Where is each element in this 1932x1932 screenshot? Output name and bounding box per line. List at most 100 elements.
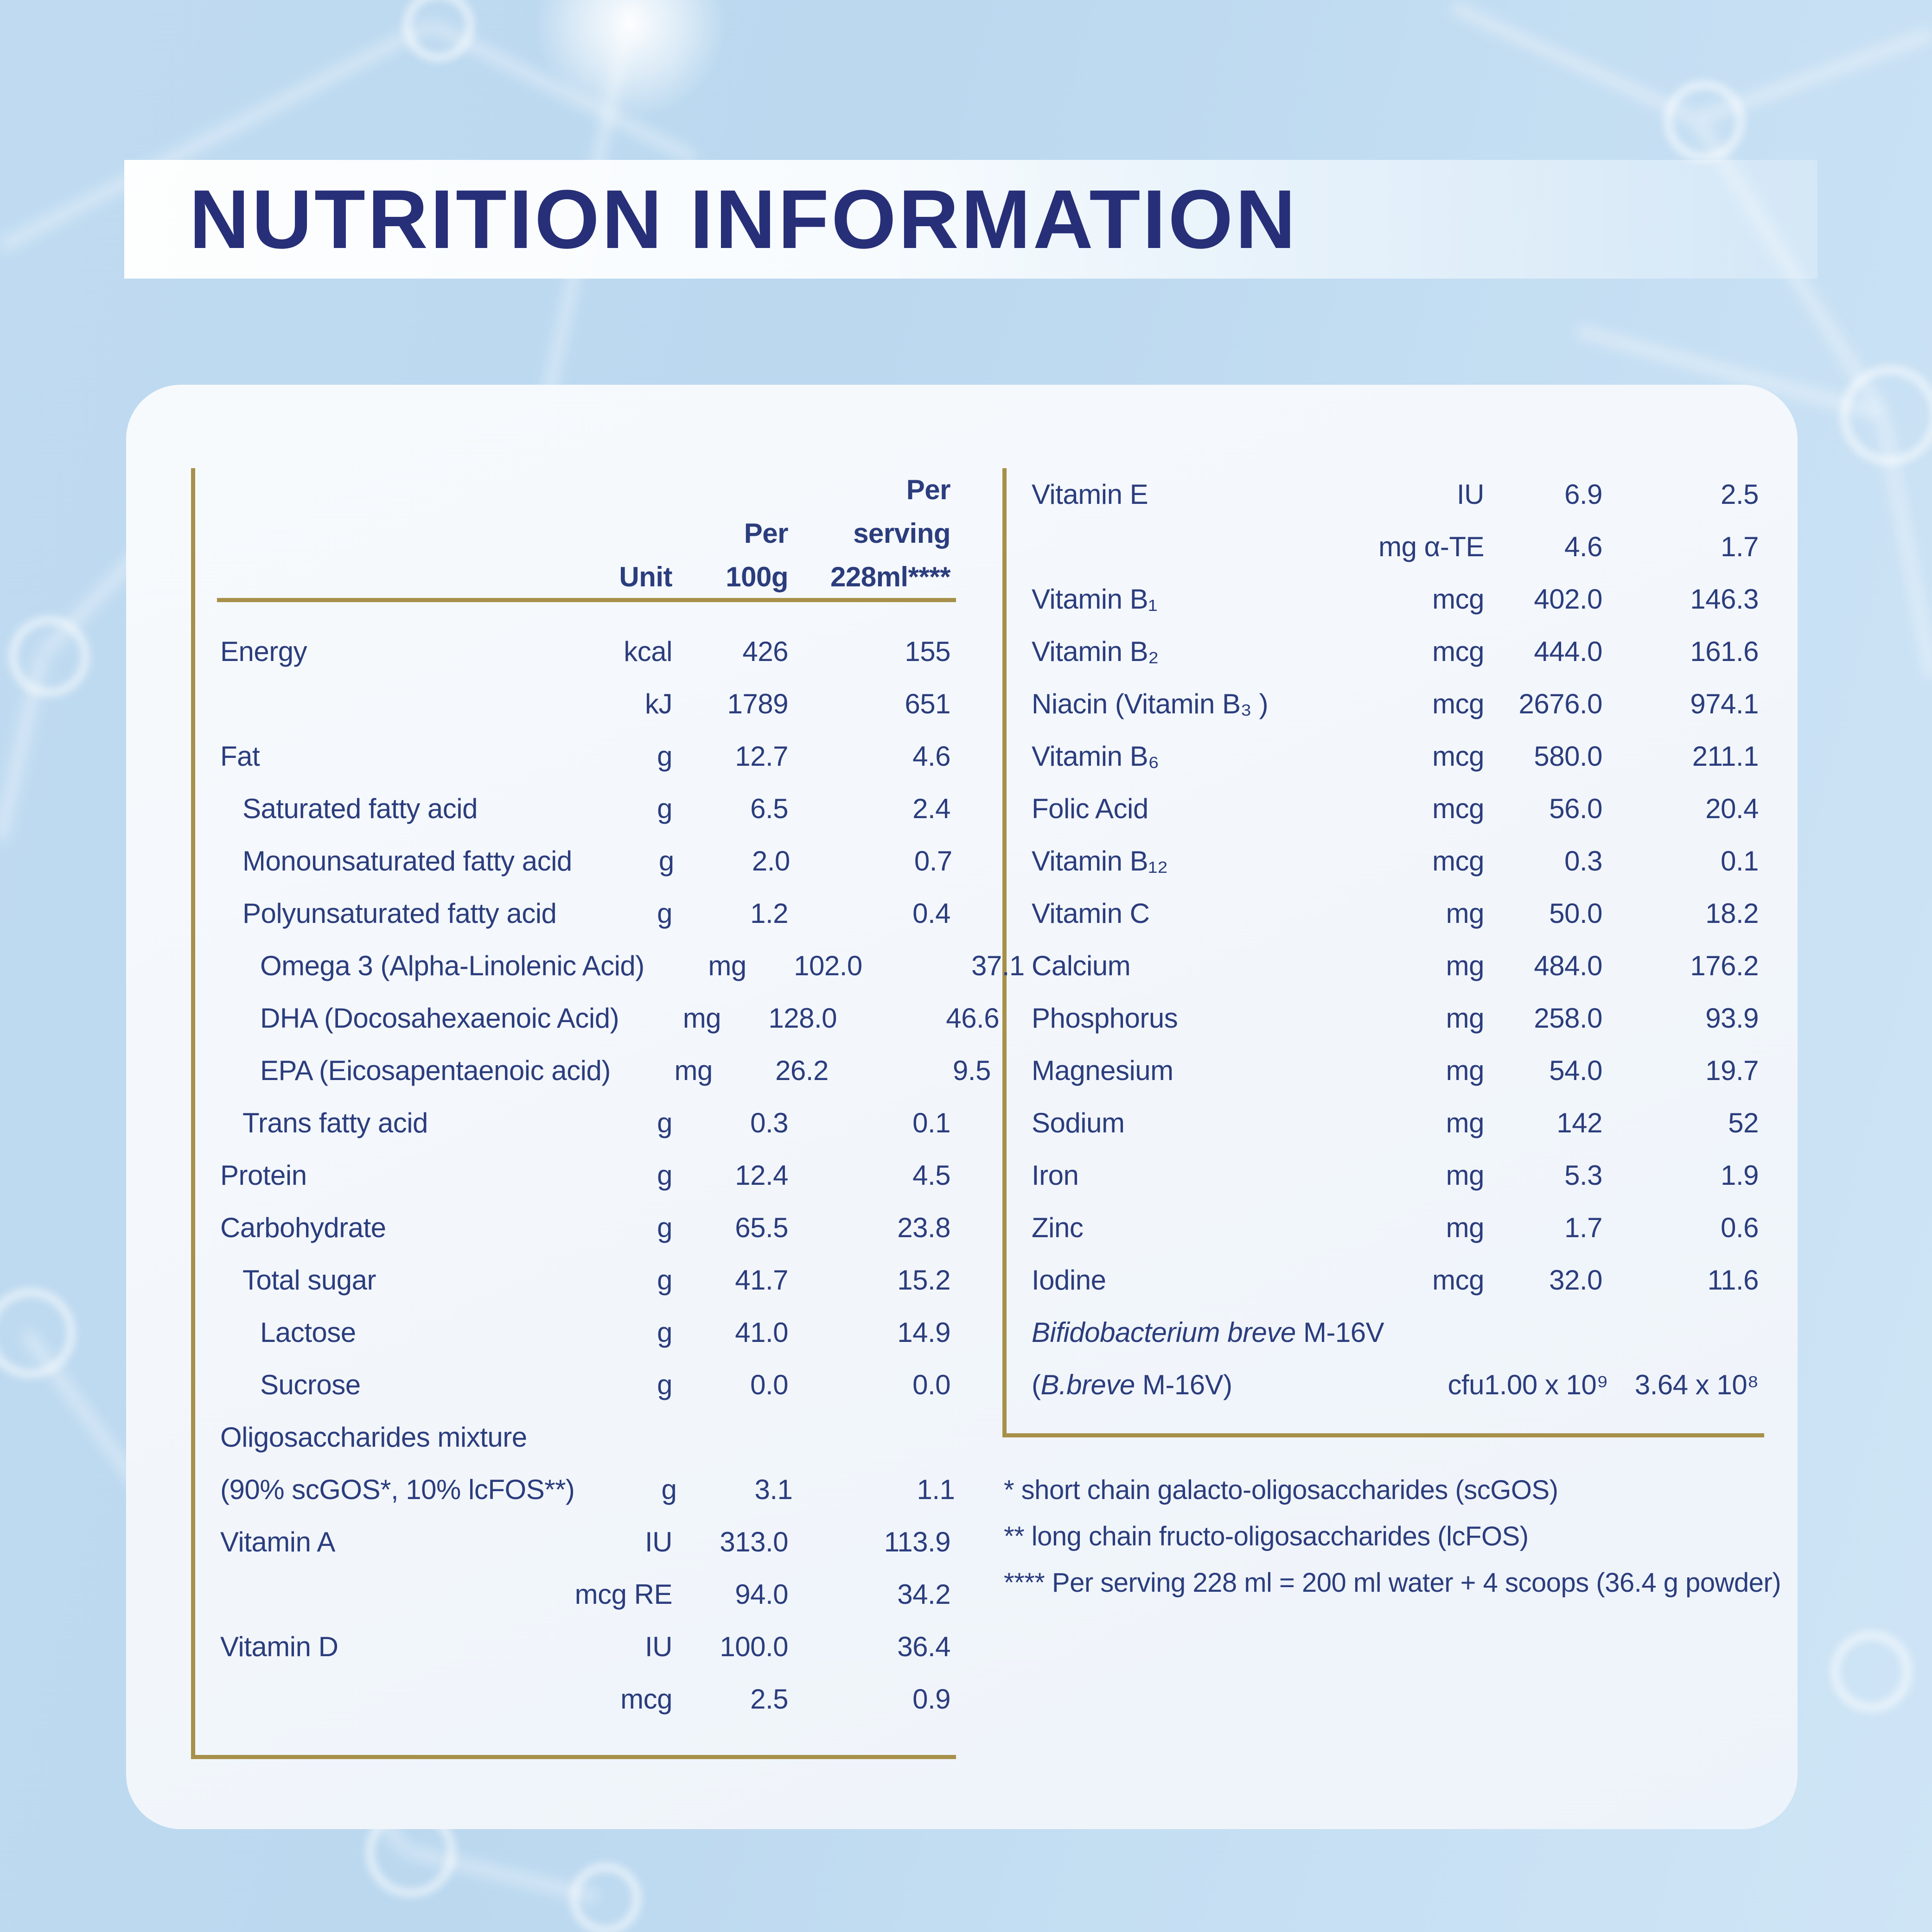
nutrient-name: Vitamin B₁₂: [1032, 845, 1168, 877]
per-serving-value: 18.2: [1705, 898, 1759, 929]
unit-value: mcg: [1432, 688, 1484, 719]
nutrient-name: Lactose: [260, 1317, 356, 1348]
left-table-bottom-rule: [191, 1755, 956, 1759]
table-row: Protein g 12.4 4.5: [220, 1149, 956, 1201]
per-100g-value: 3.1: [754, 1474, 793, 1505]
footnotes: * short chain galacto-oligosaccharides (…: [1004, 1467, 1781, 1606]
table-row: mg α-TE 4.6 1.7: [1032, 521, 1764, 573]
per-serving-value: 36.4: [897, 1631, 950, 1662]
nutrient-name: Vitamin C: [1032, 898, 1150, 929]
per-serving-value: 14.9: [897, 1317, 950, 1348]
nutrient-name: Niacin (Vitamin B₃ ): [1032, 688, 1269, 719]
per-serving-value: 11.6: [1707, 1265, 1759, 1296]
table-row: Trans fatty acid g 0.3 0.1: [220, 1097, 956, 1149]
nutrient-name: Sucrose: [260, 1369, 361, 1400]
table-row: Vitamin B₂ mcg 444.0 161.6: [1032, 625, 1764, 678]
unit-value: mcg: [1432, 584, 1484, 615]
table-row: Calcium mg 484.0 176.2: [1032, 940, 1764, 992]
table-row: Sodium mg 142 52: [1032, 1097, 1764, 1149]
per-serving-value: 211.1: [1692, 741, 1759, 772]
unit-value: g: [657, 1107, 672, 1138]
table-row: Polyunsaturated fatty acid g 1.2 0.4: [220, 887, 956, 940]
per-serving-value: 974.1: [1690, 688, 1759, 719]
nutrient-name: Polyunsaturated fatty acid: [242, 898, 557, 929]
per-100g-value: 54.0: [1549, 1055, 1602, 1086]
unit-value: mg: [1446, 1212, 1485, 1243]
unit-value: mg: [1446, 898, 1485, 929]
per-100g-value: 444.0: [1534, 636, 1602, 667]
per-serving-value: 15.2: [897, 1265, 950, 1296]
per-serving-value: 155: [905, 636, 950, 667]
table-row: Vitamin B₁ mcg 402.0 146.3: [1032, 573, 1764, 625]
per-100g-value: 484.0: [1534, 950, 1602, 981]
per-serving-value: 1.9: [1721, 1160, 1759, 1191]
per-100g-value: 128.0: [768, 1003, 837, 1034]
molecule-node: [570, 1863, 641, 1932]
per-serving-value: 0.1: [912, 1107, 950, 1138]
per-serving-value: 2.4: [912, 793, 950, 824]
nutrient-name: Protein: [220, 1160, 307, 1191]
unit-value: kcal: [624, 636, 672, 667]
nutrient-name-part: (: [1032, 1369, 1041, 1400]
nutrient-name: DHA (Docosahexaenoic Acid): [260, 1003, 619, 1034]
nutrient-name: Omega 3 (Alpha-Linolenic Acid): [260, 950, 644, 981]
per-serving-value: 0.6: [1721, 1212, 1759, 1243]
per-100g-value: 65.5: [735, 1212, 788, 1243]
unit-value: mg: [1446, 1160, 1485, 1191]
unit-value: g: [657, 1317, 672, 1348]
unit-value: mcg: [1432, 741, 1484, 772]
table-row: Saturated fatty acid g 6.5 2.4: [220, 782, 956, 835]
per-100g-value: 4.6: [1564, 531, 1602, 562]
nutrient-name: EPA (Eicosapentaenoic acid): [260, 1055, 611, 1086]
molecule-node: [0, 1289, 75, 1378]
nutrient-name: Bifidobacterium breve M-16V: [1032, 1316, 1384, 1348]
nutrient-name: Sodium: [1032, 1107, 1125, 1138]
per-100g-value: 258.0: [1534, 1003, 1602, 1034]
table-row: mcg 2.5 0.9: [220, 1673, 956, 1725]
nutrient-name: Carbohydrate: [220, 1212, 386, 1243]
column-header-unit: Unit: [619, 561, 672, 592]
nutrient-name: Iodine: [1032, 1265, 1106, 1296]
footnote: ** long chain fructo-oligosaccharides (l…: [1004, 1521, 1529, 1551]
table-row: mcg RE 94.0 34.2: [220, 1568, 956, 1621]
table-row: Omega 3 (Alpha-Linolenic Acid) mg 102.0 37.…: [220, 940, 1025, 992]
per-100g-value: 0.0: [750, 1369, 788, 1400]
table-row: Total sugar g 41.7 15.2: [220, 1254, 956, 1306]
per-serving-value: 0.7: [914, 845, 952, 877]
table-row: Vitamin A IU 313.0 113.9: [220, 1516, 956, 1568]
nutrient-name: Phosphorus: [1032, 1003, 1178, 1034]
unit-value: g: [657, 1265, 672, 1296]
per-serving-value: 2.5: [1721, 479, 1759, 510]
right-table-bottom-rule: [1002, 1433, 1764, 1437]
nutrient-name: Energy: [220, 636, 307, 667]
unit-value: mcg: [1432, 636, 1484, 667]
nutrition-table-left: Energy kcal 426 155 kJ 1789 651 Fat g 12.7 4.6 Satu…: [220, 602, 1025, 1725]
per-100g-value: 1.2: [750, 898, 788, 929]
molecule-node: [403, 0, 474, 61]
unit-value: mg: [682, 1003, 721, 1034]
unit-value: mcg: [1432, 793, 1484, 824]
nutrient-name: Saturated fatty acid: [242, 793, 478, 824]
nutrient-name: Iron: [1032, 1160, 1079, 1191]
unit-value: mcg RE: [574, 1579, 673, 1610]
nutrient-name-part: M-16V: [1295, 1317, 1384, 1348]
table-row: Lactose g 41.0 14.9: [220, 1306, 956, 1359]
table-row: Phosphorus mg 258.0 93.9: [1032, 992, 1764, 1044]
per-serving-value: 1.7: [1721, 531, 1759, 562]
per-100g-value: 94.0: [735, 1579, 788, 1610]
table-row: EPA (Eicosapentaenoic acid) mg 26.2 9.5: [220, 1044, 991, 1097]
per-100g-value: 6.5: [750, 793, 788, 824]
per-serving-value: 20.4: [1705, 793, 1759, 824]
molecule-node: [9, 616, 89, 696]
per-100g-value: 12.4: [735, 1160, 788, 1191]
per-serving-value: 1.1: [917, 1474, 955, 1505]
per-100g-value: 142: [1556, 1107, 1602, 1138]
unit-value: IU: [645, 1631, 673, 1662]
nutrient-name: (90% scGOS*, 10% lcFOS**): [220, 1474, 575, 1505]
per-serving-value: 0.0: [912, 1369, 950, 1400]
left-table-border: [191, 468, 195, 1759]
per-serving-value: 651: [905, 688, 950, 719]
table-row: Carbohydrate g 65.5 23.8: [220, 1201, 956, 1254]
